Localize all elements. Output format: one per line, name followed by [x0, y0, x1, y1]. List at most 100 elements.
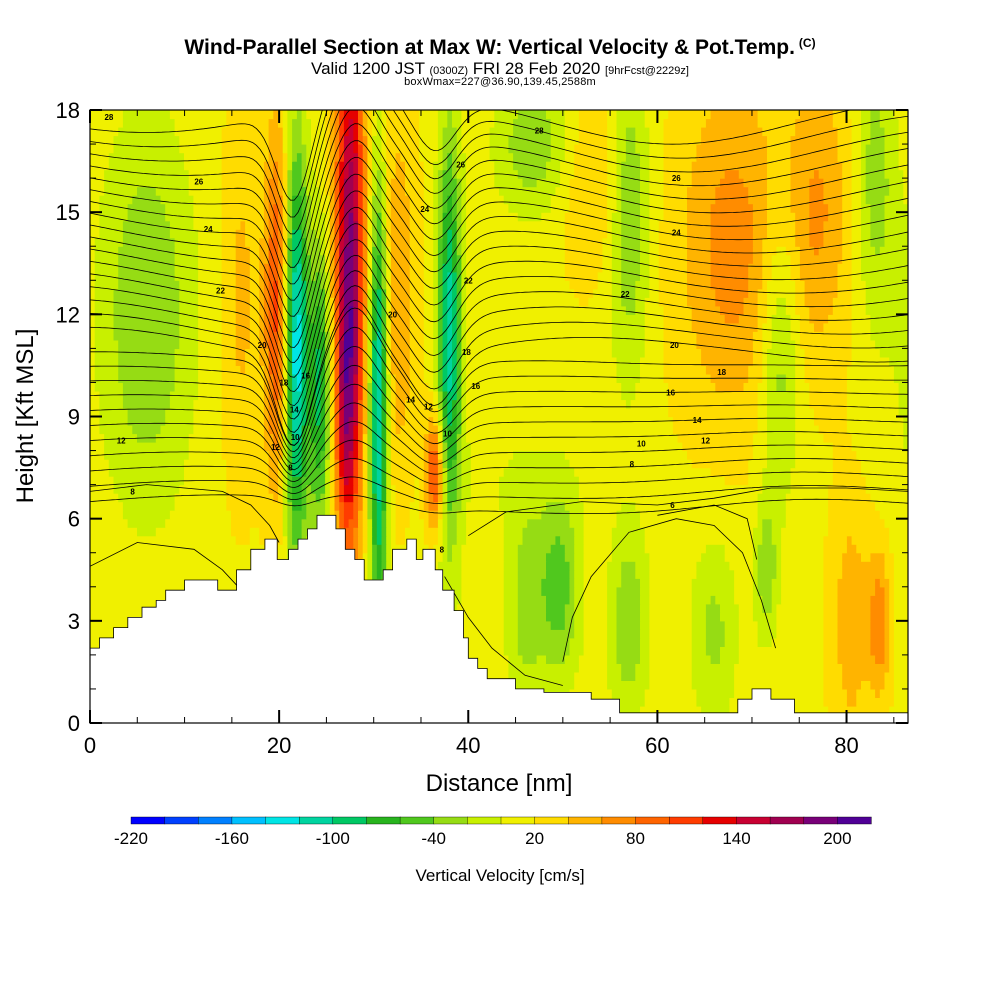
y-tick-label: 0 [68, 711, 80, 736]
theta-contour-label: 28 [104, 113, 113, 122]
theta-contour-label: 8 [440, 545, 445, 554]
colorbar-tick-label: 140 [722, 829, 750, 848]
theta-isoline [90, 345, 908, 459]
theta-isoline [90, 270, 908, 420]
theta-isoline [90, 110, 908, 252]
colorbar-swatch [399, 816, 435, 825]
colorbar-tick-label: 20 [525, 829, 544, 848]
theta-isoline [90, 476, 908, 504]
theta-isoline [90, 206, 908, 364]
colorbar-swatch [265, 816, 300, 825]
colorbar-swatch [601, 816, 637, 825]
theta-isoline [90, 239, 908, 393]
y-tick-label: 15 [56, 200, 80, 225]
theta-isoline [562, 518, 776, 662]
theta-isoline [90, 123, 908, 285]
theta-contour-label: 18 [717, 368, 726, 377]
theta-contour-label: 20 [258, 341, 267, 350]
theta-isoline [657, 504, 758, 560]
colorbar-tick-label: 80 [626, 829, 645, 848]
theta-isoline [444, 576, 563, 686]
theta-isoline [90, 110, 853, 201]
theta-contour-label: 26 [672, 174, 681, 183]
colorbar-swatch [299, 816, 334, 825]
colorbar-swatch [198, 816, 233, 825]
theta-isoline [90, 110, 908, 218]
terrain-mask [90, 514, 908, 723]
theta-isoline [90, 484, 280, 543]
chart-title: Wind-Parallel Section at Max W: Vertical… [0, 36, 1000, 60]
theta-contour-label: 6 [670, 501, 675, 510]
theta-contour-label: 20 [670, 341, 679, 350]
theta-contour-label: 8 [630, 460, 635, 469]
x-tick-label: 0 [84, 733, 96, 758]
y-tick-label: 9 [68, 405, 80, 430]
colorbar-swatch [534, 816, 569, 825]
colorbar-swatch [467, 816, 502, 825]
valid-main: Valid 1200 JST [311, 59, 425, 78]
theta-contour-label: 26 [456, 161, 465, 170]
colorbar-swatch [568, 816, 603, 825]
y-tick-label: 6 [68, 507, 80, 532]
colorbar-swatch [164, 816, 199, 825]
x-tick-label: 40 [456, 733, 480, 758]
theta-contour-label: 14 [406, 396, 415, 405]
x-tick-label: 60 [645, 733, 669, 758]
valid-date: FRI 28 Feb 2020 [472, 59, 601, 78]
theta-contour-label: 8 [288, 464, 293, 473]
theta-contour-label: 10 [291, 433, 300, 442]
theta-isoline [90, 383, 908, 471]
axes: 0 20 40 60 80 0 3 6 9 12 15 18 [56, 98, 908, 758]
x-axis-title: Distance [nm] [426, 770, 573, 797]
theta-contour-label: 28 [535, 126, 544, 135]
y-tick-label: 12 [56, 302, 80, 327]
theta-contour-label: 10 [637, 440, 646, 449]
colorbar: -220 -160 -100 -40 20 80 140 200 [114, 816, 872, 848]
theta-contour-label: 22 [621, 290, 630, 299]
theta-contour-label: 18 [279, 378, 288, 387]
theta-contour-label: 16 [471, 382, 480, 391]
colorbar-swatch [736, 816, 771, 825]
theta-isoline [90, 156, 908, 317]
theta-contour-label: 12 [271, 443, 280, 452]
colorbar-swatch [635, 816, 670, 825]
theta-contour-label: 16 [301, 372, 310, 381]
colorbar-swatch [433, 816, 468, 825]
terrain [90, 514, 908, 723]
colorbar-swatch [702, 816, 737, 825]
theta-isoline [468, 487, 908, 537]
y-axis-title: Height [Kft MSL] [12, 329, 39, 504]
theta-contour-label: 20 [388, 310, 397, 319]
theta-isoline [90, 364, 908, 465]
theta-isoline [90, 542, 242, 591]
colorbar-title: Vertical Velocity [cm/s] [415, 866, 584, 885]
theta-isoline [90, 421, 908, 483]
colorbar-swatch [332, 816, 367, 825]
theta-contour-label: 16 [666, 389, 675, 398]
theta-contour-label: 24 [204, 225, 213, 234]
y-tick-label: 18 [56, 98, 80, 123]
theta-contour-label: 14 [290, 406, 299, 415]
theta-isoline [90, 140, 908, 301]
theta-contour-label: 18 [462, 348, 471, 357]
colorbar-swatch [500, 816, 536, 825]
theta-contour-labels: 28 26 24 22 20 18 16 14 12 10 8 12 8 26 24 22 20 18 16 14 12… [104, 113, 726, 554]
theta-isoline [90, 299, 908, 446]
boxwmax-info: boxWmax=227@36.90,139.45,2588m [404, 76, 596, 88]
x-tick-label: 80 [834, 733, 858, 758]
theta-contour-label: 26 [194, 178, 203, 187]
colorbar-swatch [366, 816, 401, 825]
theta-isoline [90, 254, 908, 407]
theta-isoline [90, 326, 908, 453]
colorbar-swatch [669, 816, 704, 825]
colorbar-swatch [803, 816, 838, 825]
colorbar-tick-label: -100 [316, 829, 350, 848]
theta-isoline [90, 307, 908, 447]
theta-contours [90, 110, 908, 686]
colorbar-tick-label: -220 [114, 829, 148, 848]
theta-isoline [90, 190, 908, 348]
chart-title-text: Wind-Parallel Section at Max W: Vertical… [184, 36, 795, 59]
colorbar-swatch [231, 816, 267, 825]
colorbar-tick-label: 200 [823, 829, 851, 848]
copyright-mark: (C) [798, 36, 816, 50]
